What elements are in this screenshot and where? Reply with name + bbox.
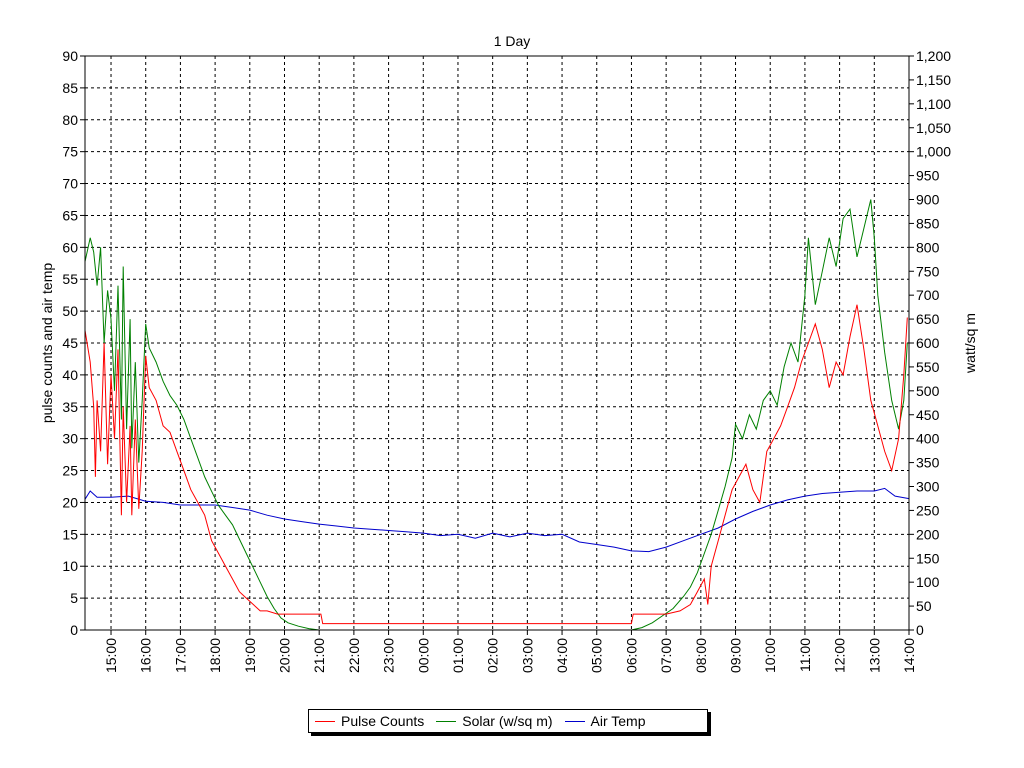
- legend-swatch-solar: [436, 720, 457, 722]
- y-tick-label: 10: [62, 558, 78, 574]
- y2-tick-label: 500: [916, 383, 940, 399]
- x-tick-label: 08:00: [693, 638, 709, 673]
- x-tick-label: 18:00: [207, 638, 223, 673]
- y2-tick-label: 150: [916, 550, 940, 566]
- y-tick-label: 55: [62, 271, 78, 287]
- x-tick-label: 04:00: [554, 638, 570, 673]
- legend-item-air-temp: Air Temp: [564, 713, 646, 729]
- y2-tick-label: 1,050: [916, 120, 951, 136]
- x-tick-label: 21:00: [311, 638, 327, 673]
- y2-tick-label: 350: [916, 455, 940, 471]
- y-tick-label: 85: [62, 80, 78, 96]
- series-layer: [84, 199, 910, 631]
- x-tick-label: 09:00: [728, 638, 744, 673]
- legend-label-solar: Solar (w/sq m): [462, 713, 553, 729]
- y2-tick-label: 850: [916, 215, 940, 231]
- x-tick-label: 06:00: [623, 638, 639, 673]
- x-tick-label: 14:00: [901, 638, 917, 673]
- legend: Pulse Counts Solar (w/sq m) Air Temp: [308, 709, 708, 733]
- y-tick-label: 0: [70, 622, 78, 638]
- y-tick-label: 25: [62, 463, 78, 479]
- x-tick-label: 01:00: [450, 638, 466, 673]
- left-axis-ticks: 0 5 10 15 20 25 30 35 40 45 50 55 60 65 70 75 80 85 90: [62, 48, 85, 638]
- y2-tick-label: 250: [916, 502, 940, 518]
- y2-tick-label: 1,100: [916, 96, 951, 112]
- y2-tick-label: 900: [916, 192, 940, 208]
- y2-tick-label: 50: [916, 598, 932, 614]
- x-tick-label: 02:00: [485, 638, 501, 673]
- series-line-air-temp: [84, 487, 910, 553]
- x-tick-label: 17:00: [172, 638, 188, 673]
- legend-swatch-pulse-counts: [315, 720, 335, 722]
- y2-tick-label: 750: [916, 263, 940, 279]
- x-tick-label: 12:00: [832, 638, 848, 673]
- y2-tick-label: 600: [916, 335, 940, 351]
- y-tick-label: 75: [62, 144, 78, 160]
- legend-label-air-temp: Air Temp: [590, 713, 646, 729]
- x-tick-label: 22:00: [346, 638, 362, 673]
- series-line-pulse-counts: [84, 304, 908, 625]
- y-tick-label: 15: [62, 526, 78, 542]
- x-tick-label: 23:00: [381, 638, 397, 673]
- x-tick-label: 00:00: [415, 638, 431, 673]
- y-tick-label: 20: [62, 494, 78, 510]
- grid-lines: [85, 56, 909, 630]
- y2-tick-label: 100: [916, 574, 940, 590]
- y-tick-label: 45: [62, 335, 78, 351]
- x-tick-label: 20:00: [276, 638, 292, 673]
- x-tick-label: 03:00: [519, 638, 535, 673]
- x-axis-ticks: 15:00 16:00 17:00 18:00 19:00 20:00 21:00 22:00…: [103, 630, 917, 673]
- y-tick-label: 40: [62, 367, 78, 383]
- y2-tick-label: 300: [916, 479, 940, 495]
- y2-tick-label: 550: [916, 359, 940, 375]
- y2-tick-label: 800: [916, 239, 940, 255]
- y-axis-label: pulse counts and air temp: [39, 262, 55, 424]
- x-tick-label: 16:00: [138, 638, 154, 673]
- y2-tick-label: 450: [916, 407, 940, 423]
- y-tick-label: 70: [62, 176, 78, 192]
- y-tick-label: 60: [62, 239, 78, 255]
- legend-label-pulse-counts: Pulse Counts: [341, 713, 425, 729]
- y-tick-label: 80: [62, 112, 78, 128]
- y2-tick-label: 1,150: [916, 72, 951, 88]
- y2-tick-label: 650: [916, 311, 940, 327]
- x-tick-label: 13:00: [866, 638, 882, 673]
- x-tick-label: 11:00: [797, 638, 813, 672]
- y-tick-label: 5: [70, 590, 78, 606]
- series-line-solar-w-sq-m: [84, 199, 908, 631]
- x-tick-label: 10:00: [762, 638, 778, 673]
- y-tick-label: 90: [62, 48, 78, 64]
- y-tick-label: 35: [62, 399, 78, 415]
- y2-tick-label: 200: [916, 526, 940, 542]
- y-tick-label: 50: [62, 303, 78, 319]
- x-tick-label: 07:00: [658, 638, 674, 673]
- x-tick-label: 19:00: [242, 638, 258, 673]
- y2-tick-label: 700: [916, 287, 940, 303]
- y-tick-label: 30: [62, 431, 78, 447]
- y-tick-label: 65: [62, 207, 78, 223]
- legend-item-solar: Solar (w/sq m): [436, 713, 553, 729]
- y2-tick-label: 950: [916, 168, 940, 184]
- y2-tick-label: 1,000: [916, 144, 951, 160]
- x-tick-label: 15:00: [103, 638, 119, 673]
- legend-item-pulse-counts: Pulse Counts: [315, 713, 424, 729]
- right-axis-ticks: 0 50 100 150 200 250 300 350 400 450 500 550 600 650 7…: [909, 48, 951, 638]
- chart-title: 1 Day: [493, 33, 531, 49]
- legend-swatch-air-temp: [564, 720, 585, 722]
- y2-tick-label: 400: [916, 431, 940, 447]
- y2-tick-label: 0: [916, 622, 924, 638]
- x-tick-label: 05:00: [589, 638, 605, 673]
- y2-axis-label: watt/sq m: [962, 313, 978, 373]
- y2-tick-label: 1,200: [916, 48, 951, 64]
- plot-frame: [84, 55, 910, 631]
